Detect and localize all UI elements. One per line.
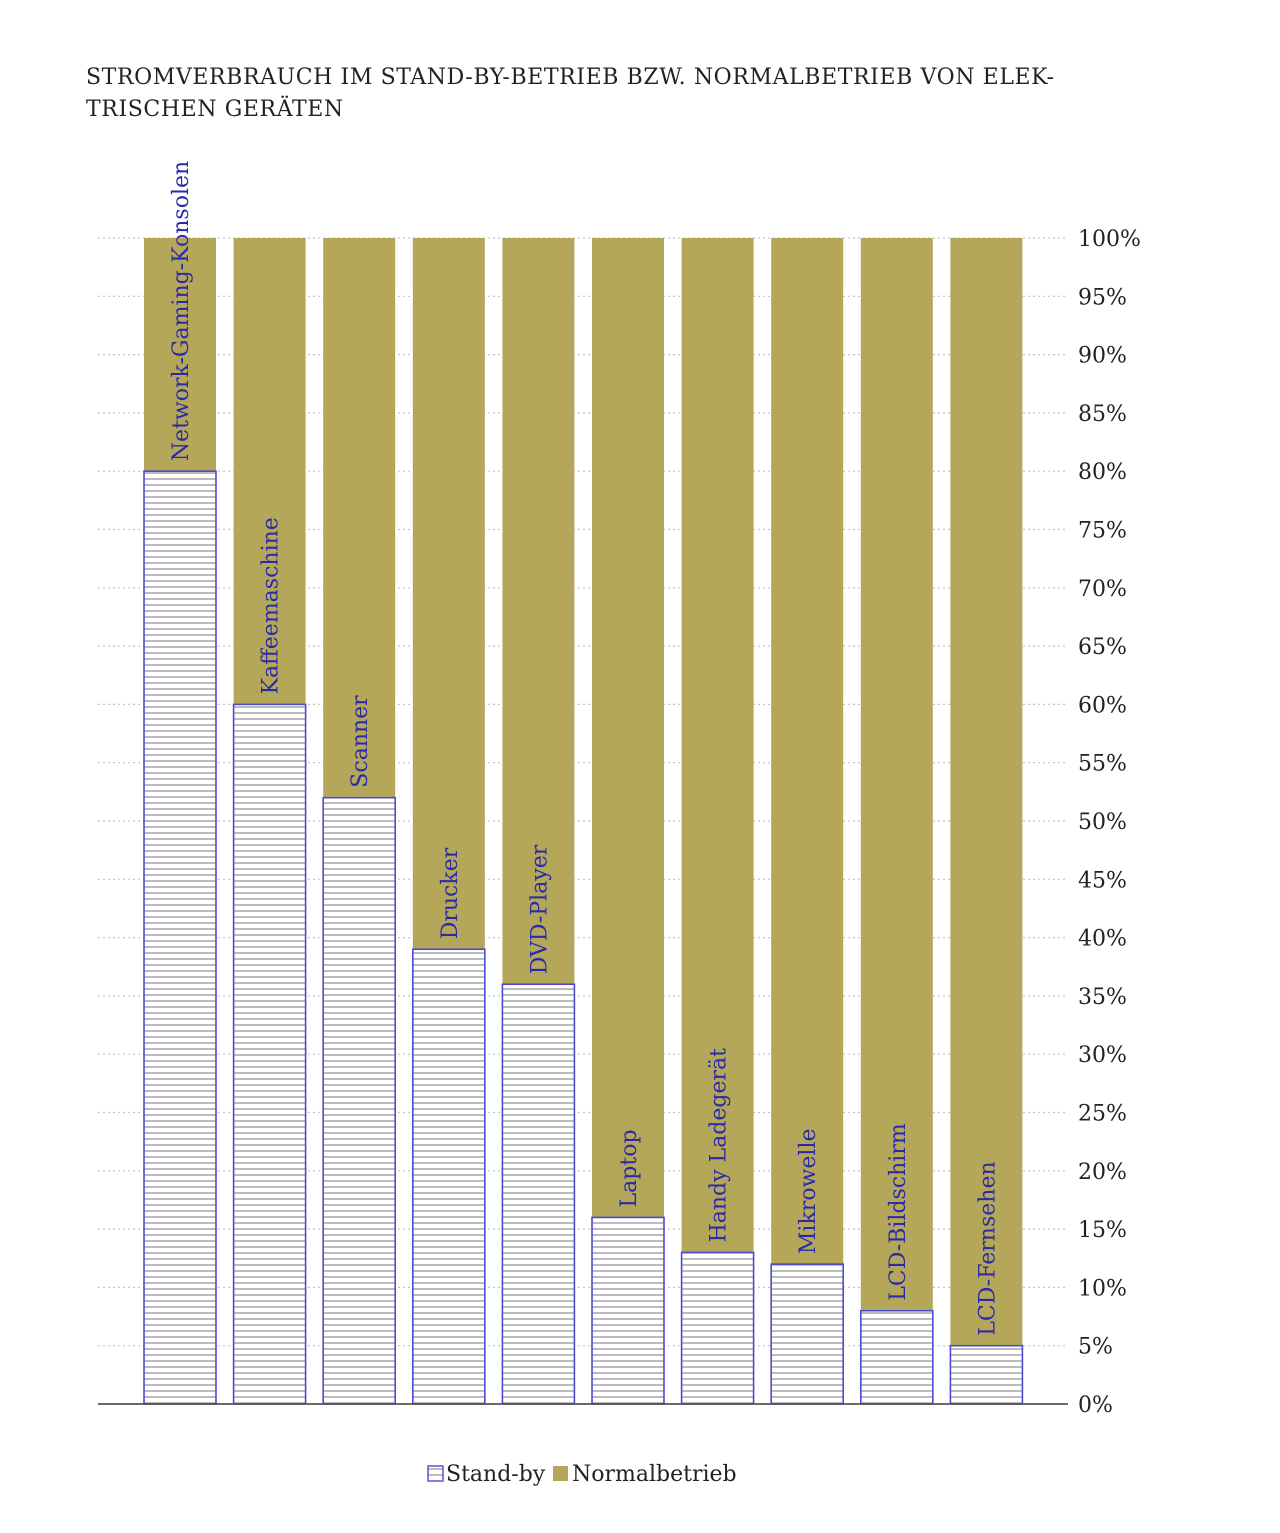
- y-tick-label: 55%: [1078, 752, 1127, 777]
- bar-normalbetrieb: [233, 238, 306, 705]
- y-tick-label: 75%: [1078, 519, 1127, 544]
- y-tick-label: 60%: [1078, 693, 1127, 718]
- y-tick-label: 45%: [1078, 868, 1127, 893]
- bar-normalbetrieb: [681, 238, 754, 1253]
- bar-normalbetrieb: [771, 238, 844, 1265]
- y-tick-label: 30%: [1078, 1043, 1127, 1068]
- category-label: LCD-Fernsehen: [975, 1161, 1000, 1335]
- bar-standby: [411, 948, 486, 1405]
- bar-standby: [232, 703, 307, 1405]
- y-tick-label: 35%: [1078, 985, 1127, 1010]
- bar-normalbetrieb: [323, 238, 396, 798]
- y-tick-label: 10%: [1078, 1276, 1127, 1301]
- chart-title-line-1: STROMVERBRAUCH IM STAND-BY-BETRIEB BZW. …: [86, 65, 1055, 90]
- legend-label-normalbetrieb: Normalbetrieb: [572, 1462, 737, 1487]
- category-label: Laptop: [617, 1129, 642, 1207]
- y-tick-label: 0%: [1078, 1393, 1113, 1418]
- bar-standby: [501, 983, 576, 1405]
- category-label: Handy Ladegerät: [707, 1048, 732, 1243]
- y-tick-label: 80%: [1078, 460, 1127, 485]
- category-label: Mikrowelle: [796, 1128, 821, 1254]
- legend: Stand-by Normalbetrieb: [427, 1462, 737, 1487]
- bar-standby: [770, 1263, 845, 1405]
- category-label: LCD-Bildschirm: [886, 1123, 911, 1301]
- y-tick-label: 65%: [1078, 635, 1127, 660]
- y-tick-label: 100%: [1078, 227, 1141, 252]
- bar-standby: [859, 1309, 934, 1405]
- y-tick-label: 90%: [1078, 344, 1127, 369]
- legend-label-standby: Stand-by: [446, 1462, 546, 1487]
- bar-standby: [322, 796, 397, 1405]
- y-tick-label: 40%: [1078, 927, 1127, 952]
- y-tick-label: 95%: [1078, 285, 1127, 310]
- bar-normalbetrieb: [412, 238, 485, 950]
- bar-category-labels: Network-Gaming-Konsolen Kaffeemaschine Sca…: [169, 161, 1000, 1336]
- category-label: Network-Gaming-Konsolen: [169, 161, 194, 461]
- chart-title-line-2: TRISCHEN GERÄTEN: [86, 97, 344, 122]
- y-tick-label: 50%: [1078, 810, 1127, 835]
- bar-normalbetrieb: [860, 238, 933, 1311]
- legend-swatch-normalbetrieb: [553, 1466, 568, 1481]
- bar-standby: [143, 470, 217, 1405]
- bar-standby: [949, 1344, 1024, 1405]
- bar-standby: [680, 1251, 755, 1405]
- y-tick-label: 15%: [1078, 1218, 1127, 1243]
- category-label: Kaffeemaschine: [259, 517, 284, 694]
- bar-normalbetrieb: [144, 238, 216, 472]
- category-label: Scanner: [348, 695, 373, 788]
- y-tick-label: 25%: [1078, 1102, 1127, 1127]
- bar-normalbetrieb: [950, 238, 1023, 1346]
- chart-title: STROMVERBRAUCH IM STAND-BY-BETRIEB BZW. …: [86, 62, 1176, 126]
- y-tick-label: 70%: [1078, 577, 1127, 602]
- bar-normalbetrieb: [592, 238, 664, 1218]
- y-tick-label: 20%: [1078, 1160, 1127, 1185]
- y-tick-label: 5%: [1078, 1335, 1113, 1360]
- y-axis: 0% 5% 10% 15% 20% 25% 30% 35% 40% 45% 50% 55% 60% 65%…: [98, 227, 1141, 1418]
- category-label: Drucker: [438, 847, 463, 939]
- bar-standby: [591, 1216, 665, 1405]
- bar-normalbetrieb: [502, 238, 575, 985]
- bars: [143, 238, 1024, 1405]
- legend-swatch-standby: [427, 1465, 444, 1482]
- category-label: DVD-Player: [527, 844, 552, 974]
- y-tick-label: 85%: [1078, 402, 1127, 427]
